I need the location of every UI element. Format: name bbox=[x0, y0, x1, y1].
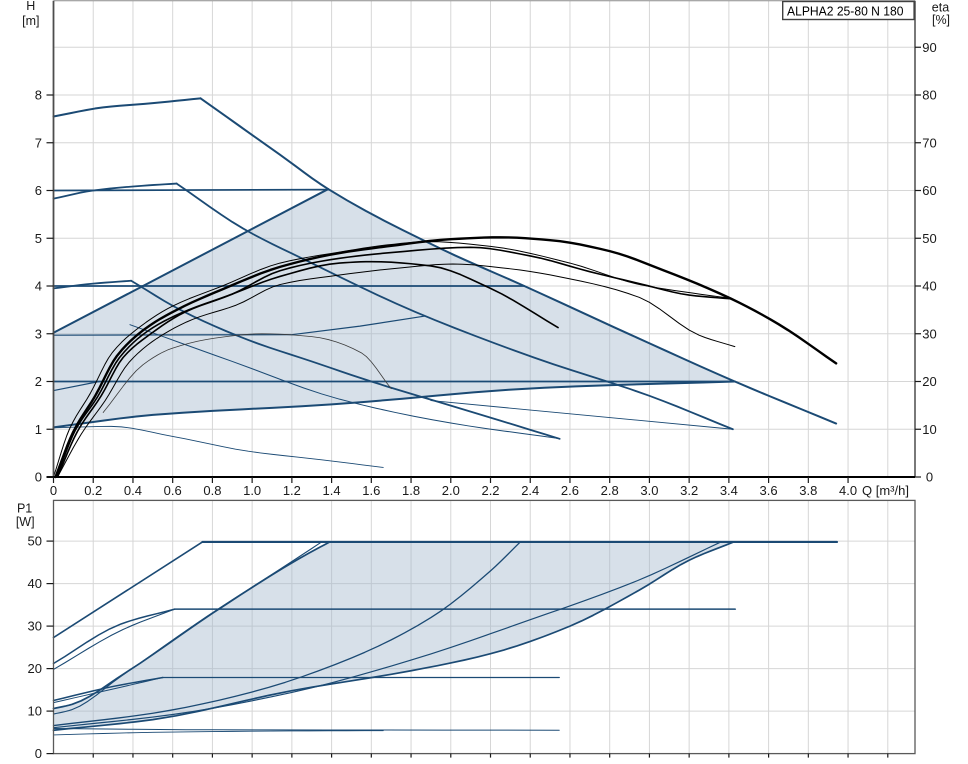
svg-text:2.0: 2.0 bbox=[442, 483, 460, 498]
svg-text:6: 6 bbox=[35, 183, 42, 198]
svg-text:3.8: 3.8 bbox=[799, 483, 817, 498]
svg-text:1.8: 1.8 bbox=[402, 483, 420, 498]
svg-text:1.6: 1.6 bbox=[362, 483, 380, 498]
svg-text:20: 20 bbox=[922, 374, 936, 389]
svg-text:Q [m³/h]: Q [m³/h] bbox=[862, 483, 909, 498]
svg-text:60: 60 bbox=[922, 183, 936, 198]
svg-text:70: 70 bbox=[922, 135, 936, 150]
svg-text:ALPHA2 25-80 N 180: ALPHA2 25-80 N 180 bbox=[787, 4, 904, 19]
svg-text:[W]: [W] bbox=[16, 515, 35, 529]
svg-text:10: 10 bbox=[28, 704, 42, 719]
svg-text:3.0: 3.0 bbox=[640, 483, 658, 498]
svg-text:7: 7 bbox=[35, 135, 42, 150]
svg-text:3: 3 bbox=[35, 326, 42, 341]
svg-text:2.6: 2.6 bbox=[561, 483, 579, 498]
svg-text:H: H bbox=[26, 0, 35, 13]
svg-text:2.2: 2.2 bbox=[481, 483, 499, 498]
svg-text:50: 50 bbox=[922, 231, 936, 246]
svg-text:2: 2 bbox=[35, 374, 42, 389]
svg-text:3.2: 3.2 bbox=[680, 483, 698, 498]
svg-text:0: 0 bbox=[35, 746, 42, 761]
svg-text:1.0: 1.0 bbox=[243, 483, 261, 498]
svg-text:30: 30 bbox=[28, 619, 42, 634]
svg-text:5: 5 bbox=[35, 231, 42, 246]
svg-text:P1: P1 bbox=[17, 502, 32, 516]
svg-text:eta: eta bbox=[932, 1, 949, 15]
svg-text:2.8: 2.8 bbox=[601, 483, 619, 498]
svg-text:40: 40 bbox=[922, 279, 936, 294]
svg-text:10: 10 bbox=[922, 422, 936, 437]
svg-text:90: 90 bbox=[922, 40, 936, 55]
svg-text:0: 0 bbox=[35, 470, 42, 485]
svg-text:0: 0 bbox=[926, 470, 933, 485]
svg-text:8: 8 bbox=[35, 88, 42, 103]
svg-text:0.8: 0.8 bbox=[203, 483, 221, 498]
svg-text:30: 30 bbox=[922, 326, 936, 341]
svg-text:2.4: 2.4 bbox=[521, 483, 539, 498]
svg-text:1.2: 1.2 bbox=[283, 483, 301, 498]
svg-text:[%]: [%] bbox=[932, 13, 950, 27]
svg-text:3.6: 3.6 bbox=[760, 483, 778, 498]
svg-text:0.2: 0.2 bbox=[84, 483, 102, 498]
svg-text:4: 4 bbox=[35, 279, 42, 294]
svg-text:40: 40 bbox=[28, 576, 42, 591]
svg-text:1: 1 bbox=[35, 422, 42, 437]
svg-text:50: 50 bbox=[28, 534, 42, 549]
svg-text:80: 80 bbox=[922, 88, 936, 103]
svg-text:0.4: 0.4 bbox=[124, 483, 142, 498]
svg-text:3.4: 3.4 bbox=[720, 483, 738, 498]
svg-text:20: 20 bbox=[28, 661, 42, 676]
svg-text:0: 0 bbox=[50, 483, 57, 498]
svg-text:1.4: 1.4 bbox=[323, 483, 341, 498]
svg-text:0.6: 0.6 bbox=[164, 483, 182, 498]
svg-text:[m]: [m] bbox=[22, 14, 39, 28]
svg-text:4.0: 4.0 bbox=[839, 483, 857, 498]
